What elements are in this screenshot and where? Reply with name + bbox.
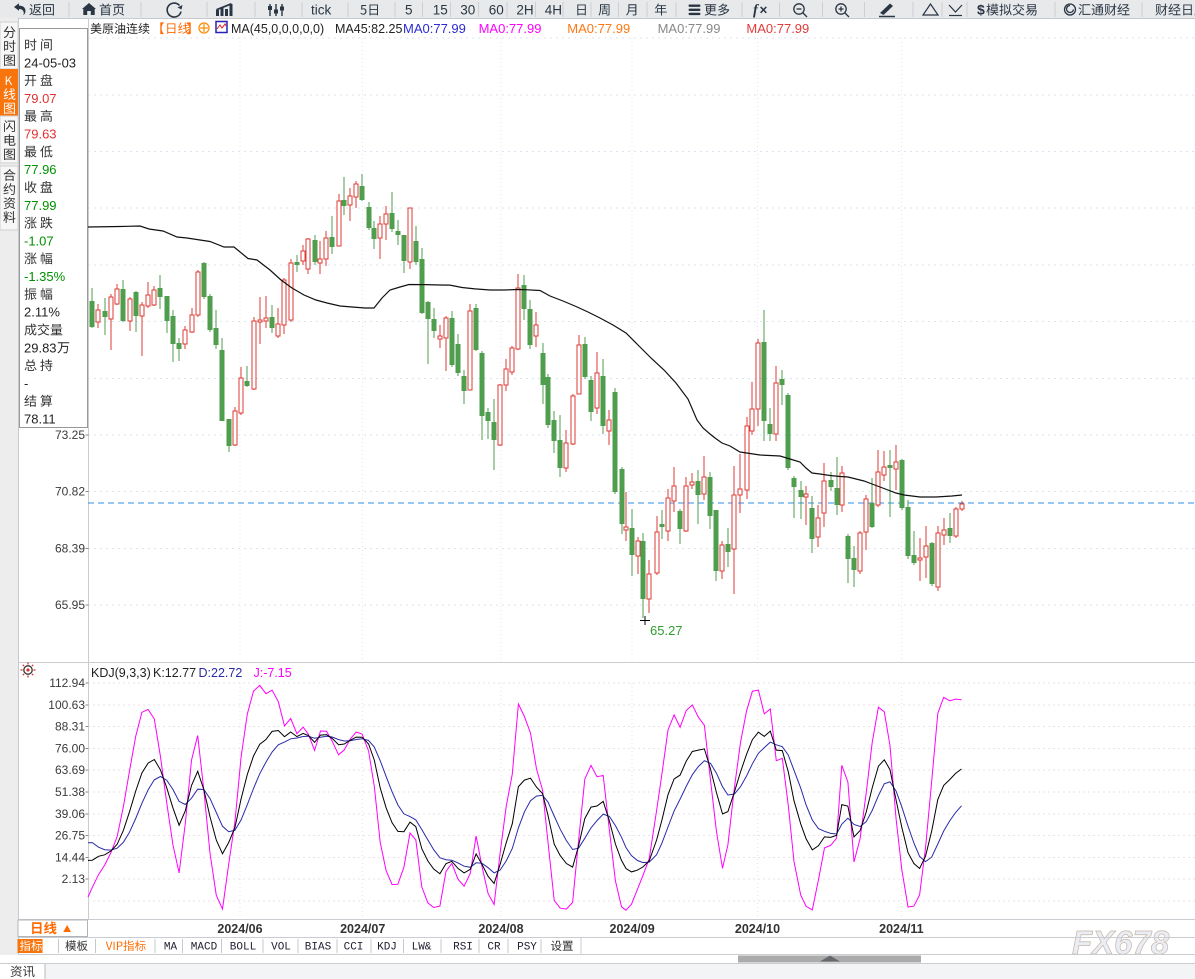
- svg-text:79.63: 79.63: [24, 127, 57, 142]
- svg-text:2024/06: 2024/06: [217, 922, 262, 936]
- svg-text:2.13: 2.13: [62, 872, 86, 886]
- svg-text:CCI: CCI: [344, 942, 364, 954]
- svg-text:4H: 4H: [545, 3, 562, 18]
- svg-text:KDJ: KDJ: [377, 942, 397, 954]
- svg-text:×: ×: [760, 3, 768, 18]
- svg-text:77.96: 77.96: [24, 162, 57, 177]
- svg-text:BIAS: BIAS: [305, 942, 332, 954]
- svg-text:MA0:77.99: MA0:77.99: [479, 21, 542, 36]
- svg-text:100.63: 100.63: [48, 698, 85, 712]
- svg-text:MA(45,0,0,0,0,0): MA(45,0,0,0,0,0): [231, 22, 324, 36]
- svg-text:26.75: 26.75: [55, 829, 85, 843]
- svg-text:30: 30: [460, 3, 475, 18]
- svg-text:BOLL: BOLL: [230, 942, 256, 954]
- svg-text:J:-7.15: J:-7.15: [254, 666, 292, 680]
- svg-text:MA0:77.99: MA0:77.99: [403, 21, 466, 36]
- svg-text:-: -: [24, 376, 28, 391]
- svg-text:73.25: 73.25: [55, 428, 85, 442]
- svg-text:77.99: 77.99: [24, 198, 57, 213]
- svg-text:2024/07: 2024/07: [340, 922, 385, 936]
- svg-text:2024/09: 2024/09: [610, 922, 655, 936]
- svg-text:f: f: [753, 3, 760, 19]
- svg-text:MA0:77.99: MA0:77.99: [658, 21, 721, 36]
- svg-text:MA0:77.99: MA0:77.99: [567, 21, 630, 36]
- svg-text:D:22.72: D:22.72: [199, 666, 243, 680]
- svg-text:CR: CR: [487, 942, 501, 954]
- svg-text:MA0:77.99: MA0:77.99: [746, 21, 809, 36]
- svg-text:-1.35%: -1.35%: [24, 269, 66, 284]
- svg-text:79.07: 79.07: [24, 91, 57, 106]
- svg-text:29.83: 29.83: [24, 340, 57, 355]
- svg-text:2024/10: 2024/10: [735, 922, 780, 936]
- svg-text:24-05-03: 24-05-03: [24, 55, 76, 70]
- svg-text:MACD: MACD: [191, 942, 218, 954]
- svg-text:70.82: 70.82: [55, 485, 85, 499]
- svg-text:76.00: 76.00: [55, 741, 85, 755]
- svg-text:$: $: [977, 2, 985, 18]
- svg-text:VOL: VOL: [271, 942, 291, 954]
- svg-text:14.44: 14.44: [55, 850, 85, 864]
- svg-text:MA45:82.25: MA45:82.25: [335, 22, 402, 36]
- svg-text:112.94: 112.94: [49, 676, 85, 690]
- svg-text:15: 15: [433, 3, 448, 18]
- svg-text:LW&: LW&: [412, 942, 432, 954]
- svg-text:51.38: 51.38: [55, 785, 85, 799]
- svg-text:PSY: PSY: [517, 942, 537, 954]
- svg-text:tick: tick: [311, 3, 332, 18]
- svg-text:39.06: 39.06: [55, 807, 85, 821]
- svg-text:5: 5: [405, 3, 413, 18]
- svg-text:78.11: 78.11: [24, 412, 56, 427]
- svg-text:68.39: 68.39: [55, 541, 85, 555]
- svg-text:MA: MA: [164, 942, 178, 954]
- svg-text:2024/11: 2024/11: [879, 922, 924, 936]
- svg-text:2H: 2H: [516, 3, 533, 18]
- svg-text:63.69: 63.69: [55, 763, 85, 777]
- svg-text:KDJ(9,3,3): KDJ(9,3,3): [91, 666, 151, 680]
- svg-text:65.95: 65.95: [55, 598, 85, 612]
- svg-text:60: 60: [489, 3, 504, 18]
- svg-text:K:12.77: K:12.77: [153, 666, 196, 680]
- svg-text:2024/08: 2024/08: [478, 922, 523, 936]
- svg-text:RSI: RSI: [453, 942, 473, 954]
- svg-text:2.11%: 2.11%: [24, 305, 60, 320]
- svg-text:65.27: 65.27: [650, 623, 683, 638]
- svg-text:88.31: 88.31: [55, 720, 85, 734]
- svg-text:-1.07: -1.07: [24, 233, 54, 248]
